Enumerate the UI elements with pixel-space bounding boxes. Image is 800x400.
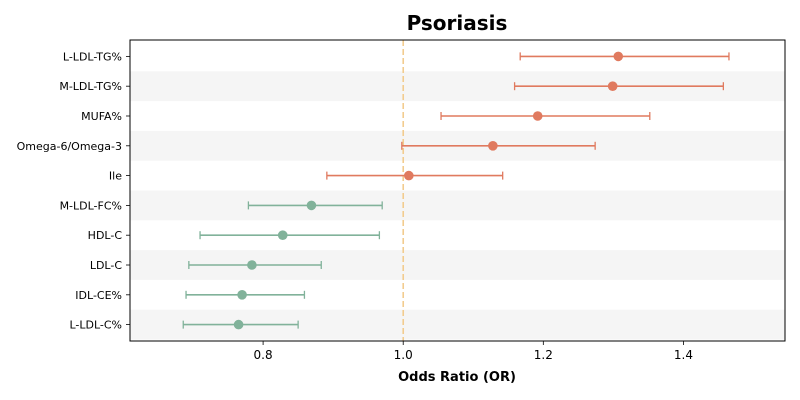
row-omega-6-omega-3 [401, 140, 596, 151]
data-marks [182, 51, 730, 330]
x-tick-label: 1.2 [534, 348, 553, 362]
or-point [277, 230, 288, 241]
or-point [532, 111, 543, 121]
chart-title: Psoriasis [407, 11, 508, 35]
row-mufa- [440, 111, 651, 121]
or-point [613, 51, 624, 62]
or-point [306, 200, 317, 211]
y-tick-label: Ile [109, 170, 122, 183]
row-l-ldl-tg- [519, 51, 730, 62]
y-tick-label: M-LDL-FC% [60, 199, 122, 212]
y-tick-label: Omega-6/Omega-3 [17, 140, 122, 153]
row-m-ldl-tg- [513, 81, 725, 91]
x-tick-label: 1.4 [674, 348, 693, 362]
row-band [130, 190, 785, 221]
row-ile [326, 170, 504, 181]
y-tick-label: MUFA% [81, 110, 122, 123]
or-point [488, 140, 498, 151]
x-tick-label: 1.0 [394, 348, 413, 362]
row-idl-ce- [185, 290, 306, 300]
y-tick-label: L-LDL-TG% [63, 50, 122, 63]
x-axis-label: Odds Ratio (OR) [398, 370, 516, 385]
y-tick-label: IDL-CE% [75, 289, 122, 302]
y-tick-label: LDL-C [90, 259, 123, 272]
x-tick-labels: 0.8 1.0 1.2 1.4 [254, 341, 693, 362]
row-bands [130, 71, 785, 340]
or-point [237, 290, 247, 300]
y-tick-label: M-LDL-TG% [59, 80, 122, 93]
y-tick-label: L-LDL-C% [69, 319, 122, 332]
or-point [233, 319, 244, 330]
x-tick-label: 0.8 [254, 348, 273, 362]
row-l-ldl-c- [182, 319, 299, 330]
or-point [607, 81, 618, 91]
row-hdl-c [199, 230, 381, 241]
plot-frame [129, 39, 786, 342]
y-tick-label: HDL-C [88, 229, 123, 242]
or-point [247, 260, 257, 270]
row-ldl-c [188, 260, 322, 270]
y-tick-labels: L-LDL-TG% M-LDL-TG% MUFA% Omega-6/Omega-3 Il… [17, 50, 130, 332]
or-point [404, 170, 414, 181]
row-m-ldl-fc- [247, 200, 383, 211]
